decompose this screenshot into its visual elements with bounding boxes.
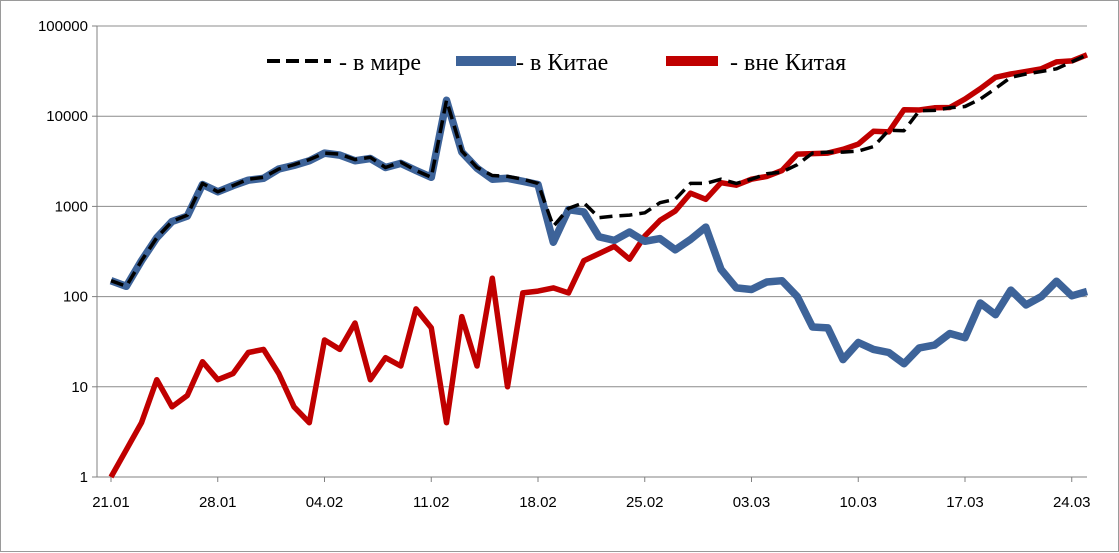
y-tick-label: 10000 (46, 108, 88, 125)
y-tick-label: 100 (63, 289, 88, 306)
legend-label-china: - в Китае (516, 50, 608, 76)
y-tick-label: 1000 (55, 198, 88, 215)
series-line-world (110, 53, 1088, 289)
x-tick-label: 04.02 (306, 494, 344, 511)
x-tick-label: 11.02 (413, 494, 449, 511)
series-line-china (109, 96, 1089, 368)
legend-label-outside-china: - вне Китая (730, 50, 846, 76)
x-tick-label: 03.03 (733, 494, 771, 511)
series-line-outside-china (108, 52, 1089, 479)
axes (92, 25, 1087, 482)
y-tick-label: 1 (80, 469, 88, 486)
series-lines (108, 52, 1089, 479)
x-tick-label: 24.03 (1053, 494, 1091, 511)
x-tick-labels: 21.01 28.01 04.02 11.02 18.02 25.02 03.03 10.03… (92, 494, 1090, 511)
x-tick-label: 17.03 (946, 494, 984, 511)
x-tick-label: 10.03 (839, 494, 877, 511)
x-tick-label: 21.01 (92, 494, 130, 511)
x-tick-label: 18.02 (519, 494, 557, 511)
x-tick-label: 28.01 (199, 494, 237, 511)
x-tick-label: 25.02 (626, 494, 664, 511)
legend-label-world: - в мире (339, 50, 421, 76)
y-tick-label: 100000 (38, 18, 88, 35)
y-tick-label: 10 (71, 379, 88, 396)
gridlines (97, 25, 1087, 388)
y-tick-labels: 1 10 100 1000 10000 100000 (38, 18, 88, 486)
legend: - в мире - в Китае - вне Китая (267, 50, 846, 76)
